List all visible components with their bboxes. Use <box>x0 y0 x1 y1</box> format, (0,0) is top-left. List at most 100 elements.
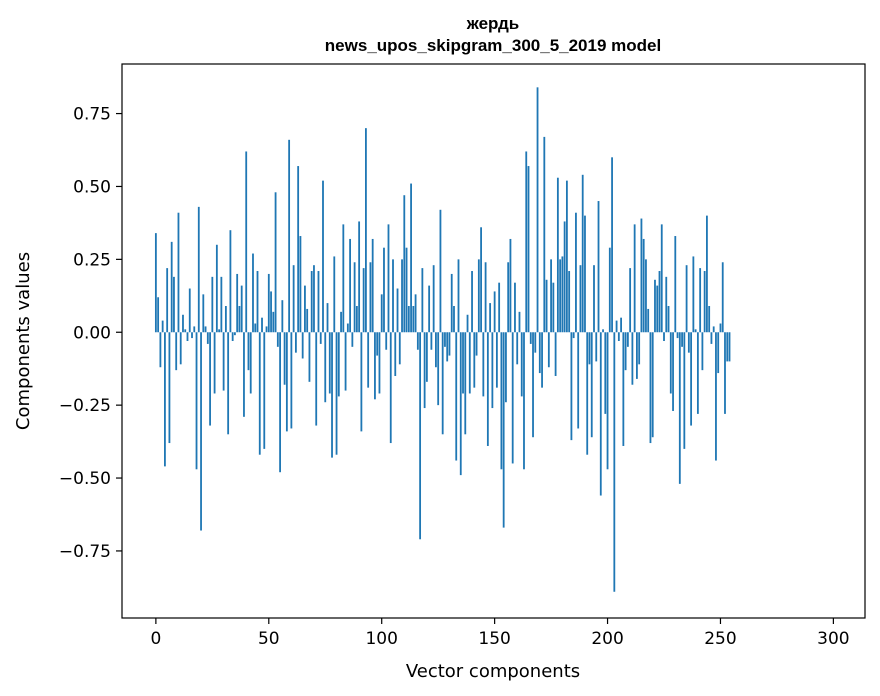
bar-61 <box>292 265 295 333</box>
bar-169 <box>536 87 539 333</box>
bar-170 <box>538 332 541 374</box>
bar-233 <box>681 332 683 347</box>
bar-16 <box>191 332 193 339</box>
y-tick-label: −0.50 <box>59 469 111 489</box>
bar-229 <box>672 332 674 411</box>
bar-193 <box>590 332 593 438</box>
bar-244 <box>706 215 708 333</box>
bar-152 <box>498 282 501 333</box>
y-tick-label: 0.00 <box>73 323 111 343</box>
bar-194 <box>593 265 595 333</box>
bar-115 <box>414 294 417 333</box>
bar-159 <box>514 282 516 333</box>
x-axis-label: Vector components <box>406 661 580 682</box>
bar-212 <box>633 224 636 333</box>
bar-181 <box>563 221 566 333</box>
bar-168 <box>534 332 537 353</box>
bar-132 <box>453 306 455 333</box>
bar-93 <box>365 128 367 333</box>
bar-254 <box>728 332 731 362</box>
bar-34 <box>231 332 234 341</box>
bar-100 <box>380 294 383 333</box>
bar-124 <box>435 332 437 368</box>
bar-173 <box>545 279 548 333</box>
bar-18 <box>195 332 198 470</box>
bar-203 <box>613 332 616 592</box>
bar-202 <box>611 157 613 333</box>
chart-subtitle: news_upos_skipgram_300_5_2019 model <box>325 36 661 55</box>
bar-90 <box>358 221 361 333</box>
bar-39 <box>243 332 245 417</box>
bar-246 <box>710 332 713 344</box>
bar-210 <box>629 268 632 333</box>
bar-15 <box>188 288 191 333</box>
bar-22 <box>204 326 207 333</box>
y-axis-label: Components values <box>13 252 34 430</box>
bar-171 <box>541 332 543 388</box>
bar-4 <box>164 332 166 467</box>
bar-20 <box>200 332 202 531</box>
bar-87 <box>351 332 354 347</box>
bar-129 <box>446 332 449 362</box>
bar-5 <box>166 268 169 333</box>
bar-75 <box>324 332 327 403</box>
bar-104 <box>389 332 392 444</box>
x-tick-label: 150 <box>478 629 510 649</box>
bar-84 <box>344 332 347 391</box>
bar-102 <box>385 332 388 350</box>
bar-98 <box>376 332 379 356</box>
bar-0 <box>154 233 157 333</box>
bar-105 <box>392 259 394 333</box>
bar-96 <box>371 238 374 333</box>
bar-127 <box>441 332 444 435</box>
bar-48 <box>263 332 266 449</box>
bar-143 <box>477 259 480 333</box>
bar-55 <box>279 332 281 473</box>
y-tick-label: −0.25 <box>59 396 111 416</box>
bar-117 <box>419 332 422 540</box>
bar-37 <box>238 306 241 333</box>
bar-184 <box>570 332 573 441</box>
bar-33 <box>229 230 232 333</box>
bar-146 <box>484 262 487 333</box>
bar-91 <box>360 332 363 432</box>
x-tick-label: 50 <box>258 629 280 649</box>
bar-185 <box>572 332 575 339</box>
bar-123 <box>432 265 435 333</box>
bar-150 <box>493 291 496 333</box>
bar-76 <box>326 303 329 333</box>
bar-1 <box>157 297 160 333</box>
bar-207 <box>622 332 625 446</box>
bar-209 <box>626 332 629 347</box>
bar-240 <box>696 332 699 414</box>
bar-172 <box>543 136 546 333</box>
bar-179 <box>559 259 562 333</box>
bar-253 <box>726 332 729 362</box>
bar-243 <box>703 271 706 333</box>
bar-99 <box>378 332 381 394</box>
bar-186 <box>575 212 577 333</box>
bar-38 <box>240 285 243 333</box>
bar-176 <box>552 282 555 333</box>
bar-118 <box>421 268 424 333</box>
bar-30 <box>222 332 225 391</box>
bar-198 <box>602 329 604 333</box>
bar-177 <box>554 332 557 376</box>
bar-135 <box>459 332 462 476</box>
bar-201 <box>608 247 611 333</box>
bar-25 <box>211 276 214 333</box>
bar-44 <box>254 323 257 333</box>
bar-60 <box>290 332 293 429</box>
bar-47 <box>261 317 263 333</box>
bar-165 <box>527 166 530 333</box>
bar-224 <box>660 224 663 333</box>
bar-155 <box>505 332 507 403</box>
x-tick-label: 100 <box>365 629 397 649</box>
bar-213 <box>636 332 638 379</box>
bar-113 <box>410 183 412 333</box>
bar-70 <box>313 265 315 333</box>
bar-145 <box>482 332 485 397</box>
bar-24 <box>209 332 211 426</box>
bar-51 <box>270 291 272 333</box>
bar-248 <box>715 332 717 461</box>
